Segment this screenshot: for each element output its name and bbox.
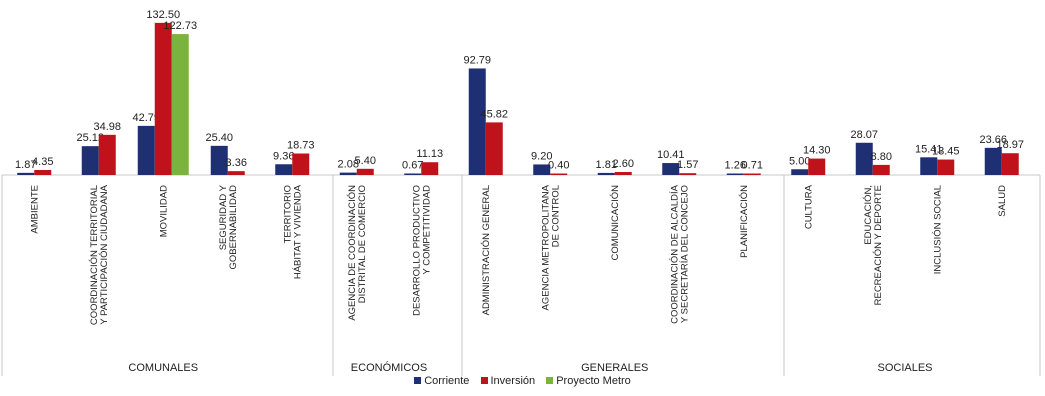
legend-swatch-inversion [480, 377, 488, 384]
bar-planificacion-inversion [743, 173, 761, 175]
legend-swatch-corriente [414, 377, 422, 384]
value-label-agencia-de-coordinacion-distrital-de-comercio-inversion: 5.40 [355, 155, 376, 167]
bar-educacion-recreacion-y-deporte-inversion [872, 164, 890, 175]
value-label-cultura-inversion: 14.30 [803, 145, 831, 157]
value-label-administracion-general-inversion: 45.82 [480, 108, 508, 120]
bar-educacion-recreacion-y-deporte-corriente [855, 142, 873, 175]
bar-territorio-habitat-y-vivienda-corriente [275, 164, 293, 175]
value-label-educacion-recreacion-y-deporte-corriente: 28.07 [850, 129, 878, 141]
value-label-inclusion-social-corriente: 15.41 [915, 143, 943, 155]
value-label-movilidad-proyecto-metro: 122.73 [163, 20, 197, 32]
value-label-agencia-metropolitana-de-control-inversion: 0.40 [548, 160, 569, 172]
category-label-movilidad: MOVILIDAD [158, 185, 169, 237]
category-label-agencia-de-coordinacion-distrital-de-comercio: AGENCIA DE COORDINACIÓNDISTRITAL DE COME… [347, 185, 368, 321]
bar-cultura-inversion [808, 158, 826, 175]
category-label-planificacion: PLANIFICACIÓN [739, 185, 750, 258]
bar-administracion-general-corriente [468, 68, 486, 175]
legend-item-inversion: Inversión [480, 375, 536, 387]
value-label-planificacion-inversion: 0.71 [742, 160, 763, 172]
bar-ambiente-corriente [17, 172, 35, 175]
value-label-coordinacion-de-alcaldia-y-secretaria-del-concejo-corriente: 10.41 [657, 149, 685, 161]
bar-desarrollo-productivo-y-competitividad-corriente [404, 173, 422, 175]
bar-agencia-de-coordinacion-distrital-de-comercio-inversion [356, 168, 374, 175]
value-label-salud-inversion: 18.97 [996, 139, 1024, 151]
category-label-coordinacion-territorial-y-participacion-ciudadana: COORDINACIÓN TERRITORIALY PARTICIPACIÓN … [89, 184, 110, 325]
group-label-sociales: SOCIALES [877, 362, 932, 374]
legend-item-proyecto-metro: Proyecto Metro [546, 375, 631, 387]
category-label-coordinacion-de-alcaldia-y-secretaria-del-concejo: COORDINACIÓN DE ALCALDÍAY SECRETARÍA DEL… [669, 184, 690, 323]
bar-coordinacion-territorial-y-participacion-ciudadana-corriente [81, 146, 99, 175]
bar-seguridad-y-gobernabilidad-inversion [227, 171, 245, 175]
group-label-comunales: COMUNALES [128, 362, 198, 374]
bar-seguridad-y-gobernabilidad-corriente [210, 145, 228, 175]
legend-label-corriente: Corriente [424, 375, 470, 387]
bar-agencia-de-coordinacion-distrital-de-comercio-corriente [339, 172, 357, 175]
value-label-planificacion-corriente: 1.26 [725, 160, 746, 172]
value-label-coordinacion-territorial-y-participacion-ciudadana-corriente: 25.12 [76, 132, 104, 144]
bar-coordinacion-de-alcaldia-y-secretaria-del-concejo-inversion [679, 173, 697, 175]
value-label-cultura-corriente: 5.00 [789, 155, 810, 167]
value-label-movilidad-corriente: 42.79 [132, 112, 160, 124]
value-label-comunicacion-corriente: 1.81 [596, 159, 617, 171]
legend-item-corriente: Corriente [414, 375, 469, 387]
bar-movilidad-inversion [154, 22, 172, 175]
value-label-inclusion-social-inversion: 13.45 [932, 146, 960, 158]
value-label-agencia-de-coordinacion-distrital-de-comercio-corriente: 2.08 [338, 159, 359, 171]
group-label-economicos: ECONÓMICOS [351, 361, 427, 374]
bar-movilidad-corriente [137, 125, 155, 175]
category-label-salud: SALUD [997, 185, 1008, 217]
value-label-ambiente-inversion: 4.35 [32, 156, 53, 168]
value-label-movilidad-inversion: 132.50 [146, 9, 180, 21]
value-label-coordinacion-territorial-y-participacion-ciudadana-inversion: 34.98 [93, 121, 121, 133]
value-label-territorio-habitat-y-vivienda-corriente: 9.36 [273, 150, 294, 162]
bar-cultura-corriente [791, 169, 809, 175]
category-label-administracion-general: ADMINISTRACIÓN GENERAL [481, 185, 492, 315]
category-label-ambiente: AMBIENTE [29, 185, 40, 234]
group-label-generales: GENERALES [581, 362, 648, 374]
value-label-agencia-metropolitana-de-control-corriente: 9.20 [531, 150, 552, 162]
value-label-seguridad-y-gobernabilidad-inversion: 3.36 [226, 157, 247, 169]
bar-territorio-habitat-y-vivienda-inversion [292, 153, 310, 175]
category-label-educacion-recreacion-y-deporte: EDUCACIÓN,RECREACIÓN Y DEPORTE [863, 185, 884, 305]
category-label-desarrollo-productivo-y-competitividad: DESARROLLO PRODUCTIVOY COMPETITIVIDAD [411, 185, 432, 316]
legend: Corriente Inversión Proyecto Metro [0, 375, 1045, 387]
value-label-desarrollo-productivo-y-competitividad-inversion: 11.13 [416, 148, 443, 160]
legend-swatch-proyecto-metro [546, 377, 554, 384]
value-label-comunicacion-inversion: 2.60 [613, 158, 634, 170]
value-label-desarrollo-productivo-y-competitividad-corriente: 0.67 [402, 160, 423, 172]
value-label-educacion-recreacion-y-deporte-inversion: 8.80 [871, 151, 892, 163]
bar-movilidad-proyecto-metro [171, 34, 189, 176]
bar-comunicacion-inversion [614, 172, 632, 175]
bar-salud-corriente [984, 147, 1002, 175]
bar-administracion-general-inversion [485, 122, 503, 175]
value-label-seguridad-y-gobernabilidad-corriente: 25.40 [205, 132, 233, 144]
legend-label-proyecto-metro: Proyecto Metro [556, 375, 631, 387]
category-label-comunicacion: COMUNICACIÓN [610, 185, 621, 261]
category-label-cultura: CULTURA [803, 184, 814, 229]
bar-inclusion-social-corriente [920, 157, 938, 175]
bar-inclusion-social-inversion [937, 159, 955, 175]
bar-ambiente-inversion [34, 170, 52, 175]
category-label-inclusion-social: INCLUSIÓN SOCIAL [932, 185, 943, 274]
bar-coordinacion-territorial-y-participacion-ciudadana-inversion [98, 134, 116, 175]
bar-salud-inversion [1001, 153, 1019, 175]
bar-desarrollo-productivo-y-competitividad-inversion [421, 162, 439, 175]
value-label-coordinacion-de-alcaldia-y-secretaria-del-concejo-inversion: 1.57 [677, 159, 698, 171]
value-label-salud-corriente: 23.66 [979, 134, 1007, 146]
value-label-administracion-general-corriente: 92.79 [463, 54, 491, 66]
legend-label-inversion: Inversión [490, 375, 536, 387]
bar-agencia-metropolitana-de-control-inversion [550, 173, 568, 175]
value-label-territorio-habitat-y-vivienda-inversion: 18.73 [287, 139, 315, 151]
category-label-territorio-habitat-y-vivienda: TERRITORIOHÁBITAT Y VIVIENDA [282, 184, 303, 279]
bar-comunicacion-corriente [597, 172, 615, 175]
category-label-seguridad-y-gobernabilidad: SEGURIDAD YGOBERNABILIDAD [218, 184, 239, 269]
category-label-agencia-metropolitana-de-control: AGENCIA METROPOLITANADE CONTROL [540, 184, 561, 310]
value-label-ambiente-corriente: 1.87 [15, 159, 36, 171]
bar-agencia-metropolitana-de-control-corriente [533, 164, 551, 175]
bar-planificacion-corriente [726, 173, 744, 175]
bar-coordinacion-de-alcaldia-y-secretaria-del-concejo-corriente [662, 163, 680, 175]
